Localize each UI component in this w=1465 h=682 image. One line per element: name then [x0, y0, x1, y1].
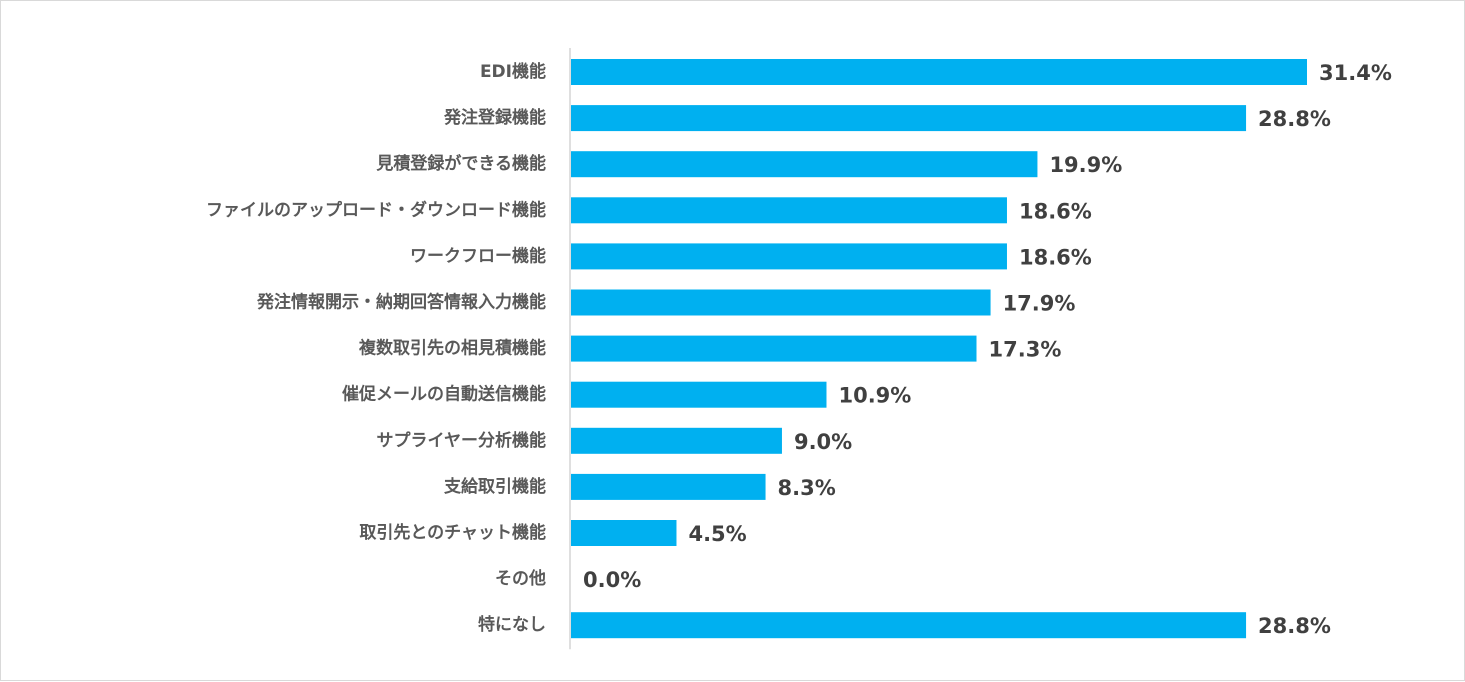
- bar: [571, 335, 977, 362]
- category-label: 複数取引先の相見積機能: [358, 338, 546, 359]
- category-label: サプライヤー分析機能: [377, 430, 547, 451]
- bar: [571, 473, 766, 500]
- category-label: 見積登録ができる機能: [375, 153, 546, 174]
- category-label: 催促メールの自動送信機能: [342, 384, 546, 405]
- bar: [571, 151, 1038, 178]
- category-label: ファイルのアップロード・ダウンロード機能: [206, 199, 546, 220]
- value-label: 17.9%: [1003, 292, 1076, 316]
- category-label: ワークフロー機能: [410, 245, 546, 266]
- value-label: 10.9%: [838, 384, 911, 408]
- value-label: 19.9%: [1049, 153, 1122, 177]
- bar: [571, 105, 1247, 132]
- bar: [571, 59, 1307, 85]
- value-label: 17.3%: [989, 338, 1062, 362]
- category-label: 特になし: [478, 614, 546, 635]
- value-label: 4.5%: [688, 522, 746, 546]
- category-label: 取引先とのチャット機能: [359, 522, 546, 543]
- bar: [571, 197, 1007, 224]
- bar: [571, 381, 827, 408]
- value-label: 31.4%: [1319, 61, 1392, 85]
- category-label: その他: [495, 568, 546, 589]
- value-label: 28.8%: [1258, 614, 1331, 638]
- value-label: 9.0%: [794, 430, 852, 454]
- value-label: 18.6%: [1019, 245, 1092, 269]
- value-label: 18.6%: [1019, 199, 1092, 223]
- bar: [571, 612, 1247, 639]
- category-label: EDI機能: [480, 61, 546, 82]
- value-label: 8.3%: [778, 476, 836, 500]
- category-label: 発注登録機能: [443, 107, 546, 128]
- bar: [571, 427, 782, 454]
- bar: [571, 243, 1007, 270]
- value-label: 0.0%: [583, 568, 641, 592]
- category-label: 発注情報開示・納期回答情報入力機能: [256, 292, 546, 313]
- category-label: 支給取引機能: [444, 476, 546, 497]
- bar: [571, 520, 677, 546]
- bar: [571, 289, 991, 316]
- value-label: 28.8%: [1258, 107, 1331, 131]
